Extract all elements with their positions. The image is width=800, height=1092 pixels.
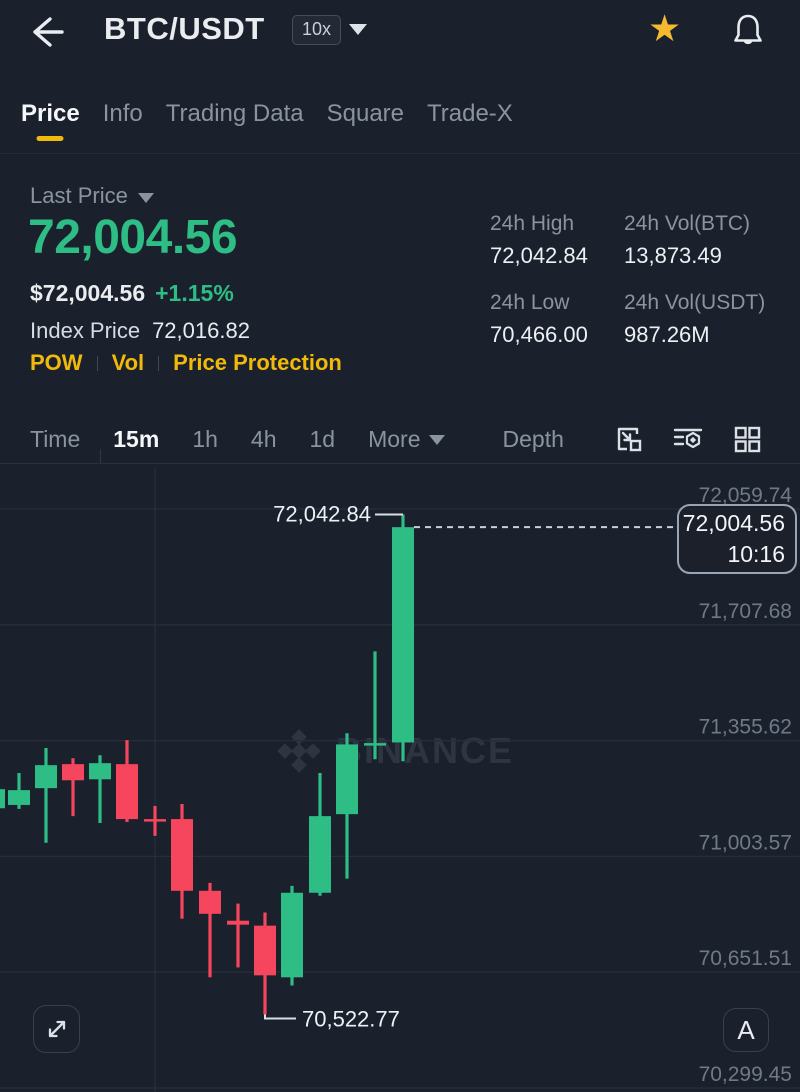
stat-value: 13,873.49 — [624, 243, 722, 268]
last-price-value: 72,004.56 — [28, 211, 238, 264]
candle — [254, 925, 276, 976]
tag-price-protection[interactable]: Price Protection — [173, 350, 342, 375]
current-price-value: 72,004.56 — [682, 510, 785, 536]
last-price-caret-icon — [137, 192, 154, 203]
tab-bar: Price Info Trading Data Square Trade-X — [0, 92, 800, 154]
y-axis-label: 71,003.57 — [699, 831, 792, 854]
y-axis-label: 71,355.62 — [699, 716, 792, 739]
index-price-value: 72,016.82 — [152, 318, 250, 343]
index-price-label: Index Price — [30, 318, 141, 343]
candle — [227, 920, 249, 925]
stat-value: 70,466.00 — [490, 322, 588, 347]
candle — [62, 764, 84, 781]
tab-trading-data[interactable]: Trading Data — [165, 100, 304, 127]
current-price-badge: 72,004.56 10:16 — [677, 504, 797, 574]
tag-vol[interactable]: Vol — [111, 350, 145, 375]
stat-label: 24h High — [490, 212, 575, 235]
timeframe-1d[interactable]: 1d — [309, 425, 336, 452]
candle — [309, 816, 331, 893]
chart-resize-icon[interactable] — [614, 424, 644, 454]
expand-arrows-icon — [48, 1020, 65, 1038]
stat-24h-vol-btc: 24h Vol(BTC) 13,873.49 — [624, 212, 790, 269]
change-percent: +1.15% — [155, 280, 234, 306]
stat-24h-vol-usdt: 24h Vol(USDT) 987.26M — [624, 291, 790, 348]
timeframe-15m[interactable]: 15m — [113, 425, 160, 452]
fiat-price-row: $72,004.56 +1.15% — [30, 280, 234, 307]
leverage-badge[interactable]: 10x — [292, 15, 342, 45]
timeframe-4h[interactable]: 4h — [250, 425, 277, 452]
stat-label: 24h Vol(BTC) — [624, 212, 751, 235]
candle — [35, 765, 57, 789]
y-axis-label: 70,299.45 — [699, 1063, 792, 1086]
favorite-star-icon[interactable]: ★ — [648, 8, 682, 49]
indicators-icon[interactable] — [672, 424, 704, 454]
timeframe-time[interactable]: Time — [30, 425, 81, 452]
stat-value: 987.26M — [624, 322, 710, 347]
toolbar-separator — [100, 449, 101, 463]
layout-grid-icon[interactable] — [732, 424, 762, 454]
candle — [0, 789, 5, 809]
candle — [392, 527, 414, 743]
candle — [336, 744, 358, 815]
y-axis-label: 70,651.51 — [699, 947, 792, 970]
timeframe-1h[interactable]: 1h — [192, 425, 218, 452]
candle — [116, 764, 138, 820]
candle — [199, 890, 221, 914]
stat-24h-high: 24h High 72,042.84 — [490, 212, 616, 269]
depth-button[interactable]: Depth — [502, 425, 564, 452]
fullscreen-button[interactable] — [33, 1005, 80, 1053]
candle — [89, 763, 111, 780]
tab-info[interactable]: Info — [102, 100, 143, 127]
pair-dropdown-caret-icon[interactable] — [349, 24, 367, 35]
stat-value: 72,042.84 — [490, 243, 588, 268]
stat-label: 24h Low — [490, 291, 570, 314]
stat-24h-low: 24h Low 70,466.00 — [490, 291, 616, 348]
current-price-time: 10:16 — [727, 541, 785, 567]
last-price-label: Last Price — [30, 183, 128, 208]
tab-price[interactable]: Price — [21, 100, 80, 150]
toolbar-divider — [0, 463, 800, 464]
candlestick-chart[interactable]: BINANCE 72,059.74 71,707.68 71,355.62 71,00… — [0, 468, 800, 1092]
candle — [281, 892, 303, 978]
candle — [144, 819, 166, 822]
candle — [171, 819, 193, 891]
pair-title: BTC/USDT — [104, 11, 265, 46]
tag-separator — [158, 355, 160, 371]
tab-trade-x[interactable]: Trade-X — [427, 100, 513, 127]
last-price-selector[interactable]: Last Price — [30, 183, 154, 209]
timeframe-more-button[interactable]: More — [368, 426, 445, 453]
candle — [8, 790, 30, 805]
tag-row: POW Vol Price Protection — [30, 350, 342, 376]
notification-bell-icon[interactable] — [727, 10, 769, 52]
autoscale-button[interactable]: A — [723, 1008, 769, 1052]
more-caret-icon — [428, 435, 445, 445]
tag-separator — [96, 355, 98, 371]
tab-square[interactable]: Square — [326, 100, 404, 127]
timeframe-toolbar: Time 15m 1h 4h 1d More Depth — [0, 414, 800, 464]
top-bar: BTC/USDT 10x ★ — [0, 0, 800, 62]
back-arrow-icon[interactable] — [26, 12, 70, 52]
low-price-annotation: 70,522.77 — [302, 1007, 400, 1032]
y-axis-label: 71,707.68 — [699, 600, 792, 623]
high-price-annotation: 72,042.84 — [273, 502, 371, 527]
stat-label: 24h Vol(USDT) — [624, 291, 766, 314]
tag-pow[interactable]: POW — [30, 350, 83, 375]
candle — [364, 743, 386, 746]
index-price-row: Index Price 72,016.82 — [30, 318, 250, 344]
fiat-price: $72,004.56 — [30, 280, 146, 306]
stats-grid: 24h High 72,042.84 24h Vol(BTC) 13,873.49 24… — [490, 212, 790, 348]
y-axis-label: 72,059.74 — [699, 484, 793, 507]
